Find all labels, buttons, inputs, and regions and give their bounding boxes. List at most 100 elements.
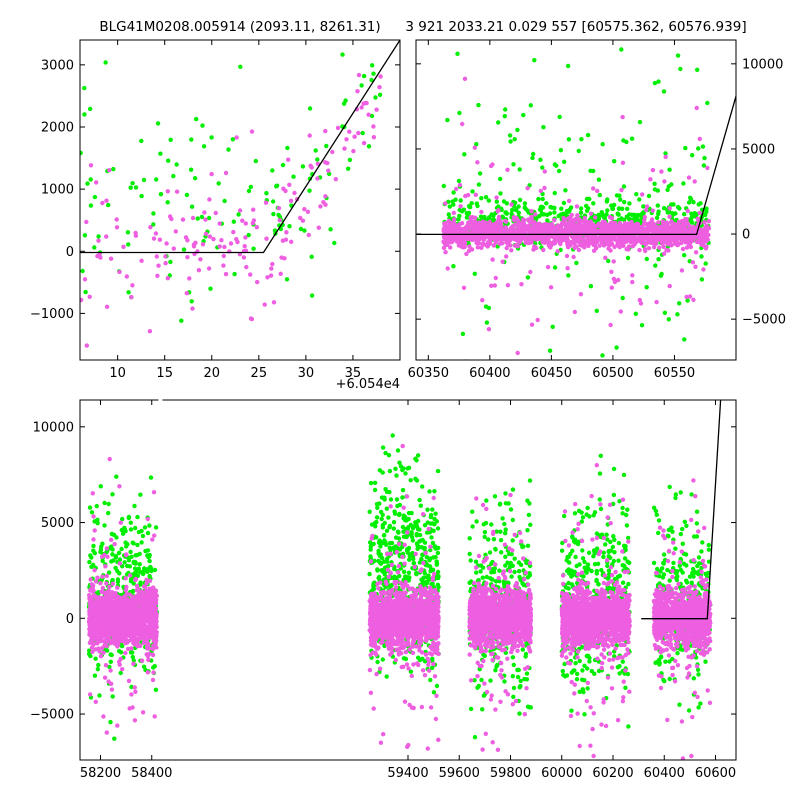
- pink-data-point: [150, 652, 156, 658]
- green-data-point: [634, 215, 639, 221]
- pink-data-point: [568, 218, 573, 223]
- pink-data-point: [508, 243, 513, 248]
- pink-data-point: [520, 220, 525, 226]
- pink-data-point: [193, 240, 198, 245]
- pink-data-point: [122, 594, 127, 599]
- green-data-point: [195, 216, 200, 221]
- green-data-point: [138, 582, 143, 587]
- pink-data-point: [113, 591, 118, 596]
- green-data-point: [689, 215, 695, 220]
- pink-data-point: [602, 235, 608, 240]
- green-data-point: [136, 566, 141, 571]
- green-data-point: [600, 213, 606, 218]
- pink-data-point: [355, 89, 360, 94]
- pink-data-point: [104, 546, 110, 551]
- pink-data-point: [129, 646, 134, 651]
- green-data-point: [703, 261, 708, 266]
- green-data-point: [434, 683, 440, 689]
- pink-data-point: [578, 292, 584, 297]
- green-data-point: [361, 73, 367, 79]
- pink-data-point: [289, 239, 294, 244]
- green-data-point: [142, 525, 148, 530]
- pink-data-point: [624, 239, 629, 244]
- pink-data-point: [574, 204, 580, 209]
- pink-data-point: [169, 216, 174, 222]
- y-tick-label: 0: [742, 228, 750, 243]
- pink-data-point: [480, 298, 485, 303]
- green-data-point: [139, 138, 144, 144]
- pink-data-point: [102, 643, 107, 648]
- pink-data-point: [500, 259, 505, 264]
- pink-data-point: [87, 692, 93, 697]
- green-data-point: [230, 137, 236, 142]
- pink-data-point: [121, 623, 127, 628]
- green-data-point: [125, 230, 131, 235]
- green-data-point: [614, 345, 619, 350]
- green-data-point: [128, 520, 133, 525]
- pink-data-point: [533, 212, 538, 217]
- green-data-point: [87, 505, 93, 510]
- pink-data-point: [580, 243, 585, 248]
- green-data-point: [625, 206, 630, 211]
- pink-data-point: [187, 276, 192, 281]
- green-data-point: [633, 311, 638, 316]
- pink-data-point: [120, 667, 125, 672]
- y-tick-label: 3000: [41, 58, 74, 73]
- pink-data-point: [624, 229, 629, 234]
- pink-data-point: [574, 244, 579, 249]
- green-data-point: [276, 212, 281, 218]
- pink-data-point: [356, 130, 361, 136]
- green-data-point: [522, 201, 528, 206]
- green-data-point: [486, 198, 492, 203]
- pink-data-point: [474, 223, 479, 229]
- green-data-point: [588, 168, 593, 173]
- green-data-point: [427, 576, 432, 581]
- pink-data-point: [609, 228, 615, 233]
- pink-data-point: [113, 612, 119, 617]
- green-data-point: [596, 177, 602, 182]
- green-data-point: [315, 157, 320, 162]
- green-data-point: [248, 184, 253, 190]
- pink-data-point: [458, 204, 463, 209]
- pink-data-point: [90, 649, 95, 654]
- top-left-x-offset-label: +6.054e4: [336, 377, 400, 392]
- pink-data-point: [92, 636, 98, 642]
- green-data-point: [472, 271, 477, 276]
- green-data-point: [589, 215, 594, 220]
- pink-data-point: [514, 237, 520, 242]
- green-data-point: [627, 201, 632, 206]
- green-data-point: [165, 200, 170, 205]
- green-data-point: [560, 211, 565, 217]
- green-data-point: [612, 159, 617, 164]
- green-data-point: [462, 152, 467, 157]
- pink-data-point: [555, 223, 561, 228]
- green-data-point: [375, 505, 380, 510]
- green-data-point: [457, 110, 462, 116]
- pink-data-point: [104, 581, 109, 586]
- pink-data-point: [95, 253, 100, 259]
- pink-data-point: [107, 168, 112, 173]
- pink-data-point: [121, 618, 126, 624]
- x-tick-label: 15: [156, 366, 173, 381]
- green-data-point: [341, 101, 347, 106]
- pink-data-point: [140, 710, 146, 715]
- green-data-point: [665, 187, 670, 193]
- pink-data-point: [145, 592, 151, 597]
- green-data-point: [585, 132, 591, 138]
- pink-data-point: [696, 218, 701, 223]
- green-data-point: [496, 120, 501, 125]
- pink-data-point: [629, 219, 634, 225]
- green-data-point: [483, 195, 489, 200]
- green-data-point: [143, 548, 148, 554]
- pink-data-point: [496, 208, 501, 213]
- pink-data-point: [443, 250, 448, 255]
- green-data-point: [467, 205, 473, 210]
- pink-data-point: [102, 675, 108, 680]
- y-tick-label: −1000: [30, 307, 74, 322]
- x-tick-label: 10: [109, 366, 126, 381]
- pink-data-point: [493, 237, 498, 243]
- pink-data-point: [108, 668, 113, 673]
- pink-data-point: [242, 244, 247, 249]
- green-data-point: [552, 162, 558, 167]
- pink-data-point: [685, 208, 690, 214]
